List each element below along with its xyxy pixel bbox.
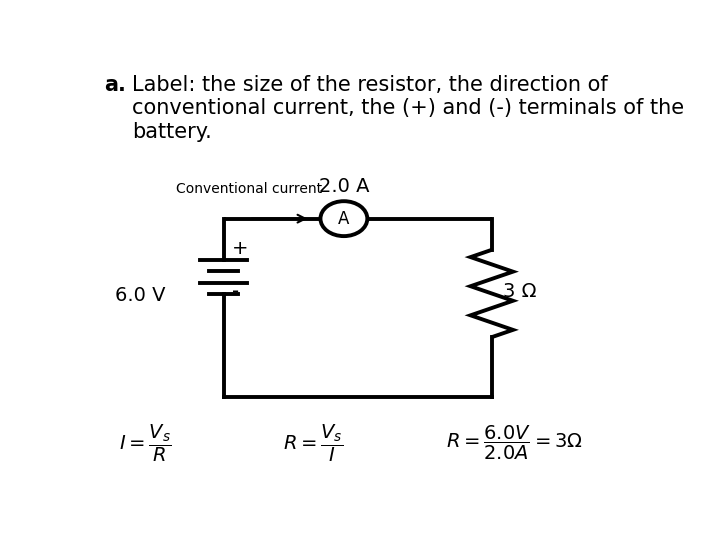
Text: +: + [233,239,249,258]
Text: $I = \dfrac{V_s}{R}$: $I = \dfrac{V_s}{R}$ [120,422,172,464]
Text: 6.0 V: 6.0 V [115,286,166,305]
Text: A: A [338,210,350,228]
Text: Label: the size of the resistor, the direction of
conventional current, the (+) : Label: the size of the resistor, the dir… [132,75,684,141]
Text: 2.0 A: 2.0 A [319,177,369,196]
Text: -: - [233,282,240,301]
Text: a.: a. [104,75,126,95]
Text: $R = \dfrac{V_s}{I}$: $R = \dfrac{V_s}{I}$ [283,422,343,464]
Text: $R = \dfrac{6.0V}{2.0A} = 3\Omega$: $R = \dfrac{6.0V}{2.0A} = 3\Omega$ [446,424,582,462]
Text: 3 Ω: 3 Ω [503,282,536,301]
Text: Conventional current: Conventional current [176,182,323,196]
